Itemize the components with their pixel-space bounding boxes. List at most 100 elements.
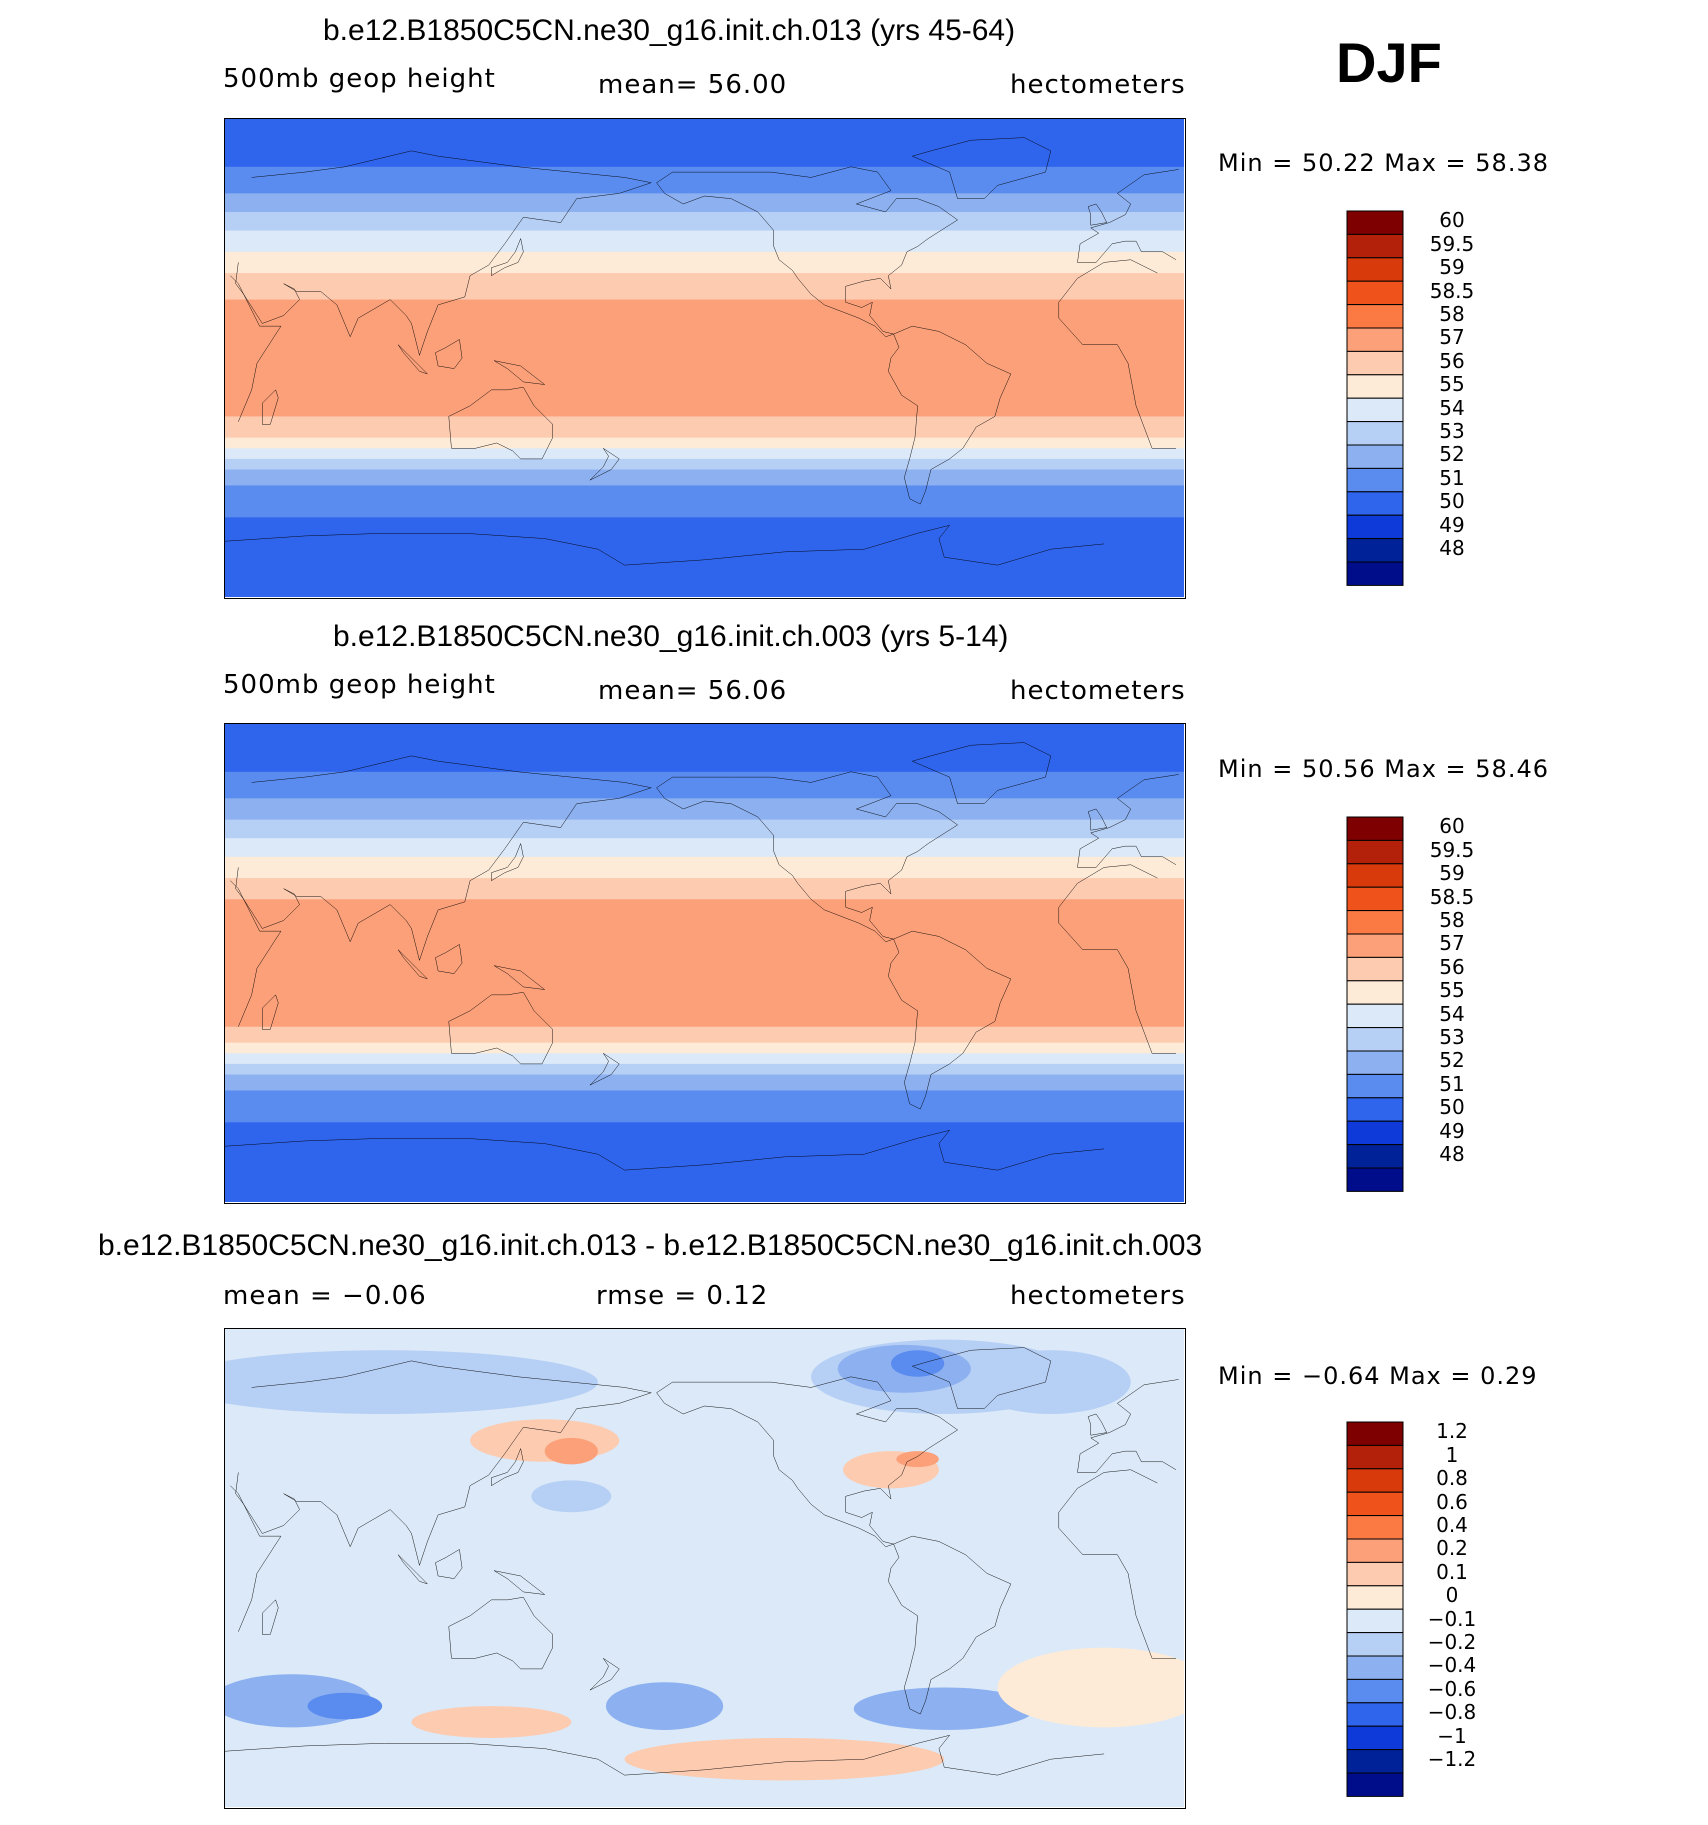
coastline bbox=[1059, 865, 1158, 907]
colorbar-swatch bbox=[1346, 327, 1404, 352]
coastline bbox=[230, 276, 281, 422]
colorbar-swatch bbox=[1346, 886, 1404, 912]
contour-anomaly bbox=[605, 1682, 724, 1730]
coastline bbox=[657, 1377, 958, 1547]
contour-band bbox=[225, 448, 1184, 460]
colorbar-swatch bbox=[1346, 233, 1404, 259]
coastline bbox=[1059, 907, 1176, 1053]
panel3-mean-label: mean = −0.06 bbox=[223, 1281, 427, 1311]
coastline bbox=[888, 931, 1011, 1109]
colorbar-tick-label: 60 bbox=[1439, 208, 1465, 233]
panel2-minmax-label: Min = 50.56 Max = 58.46 bbox=[1218, 755, 1549, 783]
contour-band bbox=[225, 1122, 1184, 1202]
contour-band bbox=[225, 416, 1184, 439]
colorbar-swatch bbox=[1346, 1073, 1404, 1099]
colorbar-tick-label: −0.4 bbox=[1427, 1653, 1477, 1678]
colorbar-tick-label: 0.4 bbox=[1436, 1513, 1468, 1537]
colorbar-tick-label: 54 bbox=[1439, 1001, 1465, 1026]
panel3-map bbox=[224, 1328, 1186, 1809]
panel1-map bbox=[224, 118, 1186, 599]
coastline bbox=[491, 1449, 523, 1486]
contour-band bbox=[225, 193, 1184, 214]
colorbar-tick-label: 0.2 bbox=[1436, 1536, 1468, 1561]
colorbar-tick-label: 48 bbox=[1439, 536, 1465, 560]
coastline bbox=[236, 756, 652, 960]
colorbar-swatch bbox=[1346, 1515, 1404, 1540]
coastline bbox=[225, 533, 625, 565]
panel1-variable-label: 500mb geop height bbox=[223, 64, 496, 94]
coastline bbox=[1077, 1379, 1178, 1472]
colorbar-tick-label: 50 bbox=[1439, 489, 1465, 514]
colorbar-swatch bbox=[1346, 839, 1404, 865]
contour-band bbox=[225, 230, 1184, 253]
colorbar-tick-label: 60 bbox=[1439, 814, 1465, 839]
colorbar-swatch bbox=[1346, 561, 1404, 586]
contour-band bbox=[225, 1074, 1184, 1092]
coastline bbox=[435, 1549, 462, 1578]
colorbar-tick-label: 52 bbox=[1439, 1048, 1465, 1073]
panel2-title: b.e12.B1850C5CN.ne30_g16.init.ch.003 (yr… bbox=[333, 620, 1009, 653]
colorbar-tick-label: 56 bbox=[1439, 954, 1465, 979]
coastline bbox=[398, 1555, 427, 1584]
coastline bbox=[494, 1571, 545, 1595]
colorbar-swatch bbox=[1346, 374, 1404, 399]
contour-anomaly bbox=[890, 1350, 945, 1377]
panel3-title: b.e12.B1850C5CN.ne30_g16.init.ch.013 - b… bbox=[98, 1229, 1203, 1262]
colorbar-swatches bbox=[1346, 1421, 1404, 1797]
coastline bbox=[657, 772, 958, 942]
colorbar-tick-label: 58.5 bbox=[1429, 884, 1475, 909]
colorbar-swatch bbox=[1346, 1702, 1404, 1727]
contour-anomaly bbox=[624, 1737, 945, 1781]
colorbar-swatch bbox=[1346, 514, 1404, 540]
colorbar-swatch bbox=[1346, 1144, 1404, 1169]
coastline bbox=[262, 390, 278, 425]
colorbar-swatch bbox=[1346, 304, 1404, 329]
colorbar-swatch bbox=[1346, 1538, 1404, 1563]
coastline bbox=[225, 1743, 625, 1775]
colorbar-swatch bbox=[1346, 1421, 1404, 1446]
coastline bbox=[1088, 809, 1107, 830]
contour-band bbox=[225, 1042, 1184, 1055]
coastline bbox=[590, 1658, 619, 1690]
contour-band bbox=[225, 299, 1184, 418]
colorbar-swatches bbox=[1346, 816, 1404, 1192]
panel3-contour-field bbox=[225, 1329, 1184, 1807]
colorbar-tick-label: 55 bbox=[1439, 372, 1465, 397]
contour-band bbox=[225, 878, 1184, 901]
contour-band bbox=[225, 119, 1184, 168]
coastline bbox=[398, 345, 427, 374]
colorbar-swatch bbox=[1346, 910, 1404, 935]
coastline bbox=[1088, 1414, 1107, 1435]
contour-band bbox=[225, 458, 1184, 471]
contour-anomaly bbox=[896, 1451, 939, 1468]
coastline bbox=[625, 525, 1104, 565]
coastline bbox=[1059, 1512, 1176, 1658]
colorbar-tick-label: 0 bbox=[1445, 1583, 1459, 1608]
colorbar-tick-label: 53 bbox=[1439, 1025, 1465, 1049]
coastline bbox=[912, 1348, 1051, 1409]
colorbar-swatch bbox=[1346, 1608, 1404, 1634]
colorbar-swatch bbox=[1346, 280, 1404, 306]
panel1-contour-field bbox=[225, 119, 1184, 597]
colorbar-swatch bbox=[1346, 1678, 1404, 1704]
colorbar-swatch bbox=[1346, 467, 1404, 493]
colorbar-tick-label: 0.8 bbox=[1436, 1466, 1468, 1491]
colorbar-swatch bbox=[1346, 1725, 1404, 1751]
coastline bbox=[1088, 204, 1107, 225]
contour-band bbox=[225, 251, 1184, 275]
colorbar-tick-label: 50 bbox=[1439, 1095, 1465, 1120]
panel1-units-label: hectometers bbox=[1010, 70, 1186, 100]
colorbar-swatch bbox=[1346, 538, 1404, 563]
contour-band bbox=[225, 724, 1184, 773]
colorbar-swatch bbox=[1346, 444, 1404, 469]
colorbar-tick-label: 54 bbox=[1439, 395, 1465, 420]
contour-band bbox=[225, 819, 1184, 840]
colorbar-tick-label: −0.1 bbox=[1427, 1606, 1477, 1631]
colorbar-tick-label: 55 bbox=[1439, 978, 1465, 1003]
coastline bbox=[236, 1361, 652, 1565]
panel3-units-label: hectometers bbox=[1010, 1281, 1186, 1311]
season-label: DJF bbox=[1336, 31, 1442, 94]
contour-band bbox=[225, 1053, 1184, 1065]
coastline bbox=[1059, 302, 1176, 448]
colorbar-tick-label: −0.2 bbox=[1427, 1630, 1477, 1654]
